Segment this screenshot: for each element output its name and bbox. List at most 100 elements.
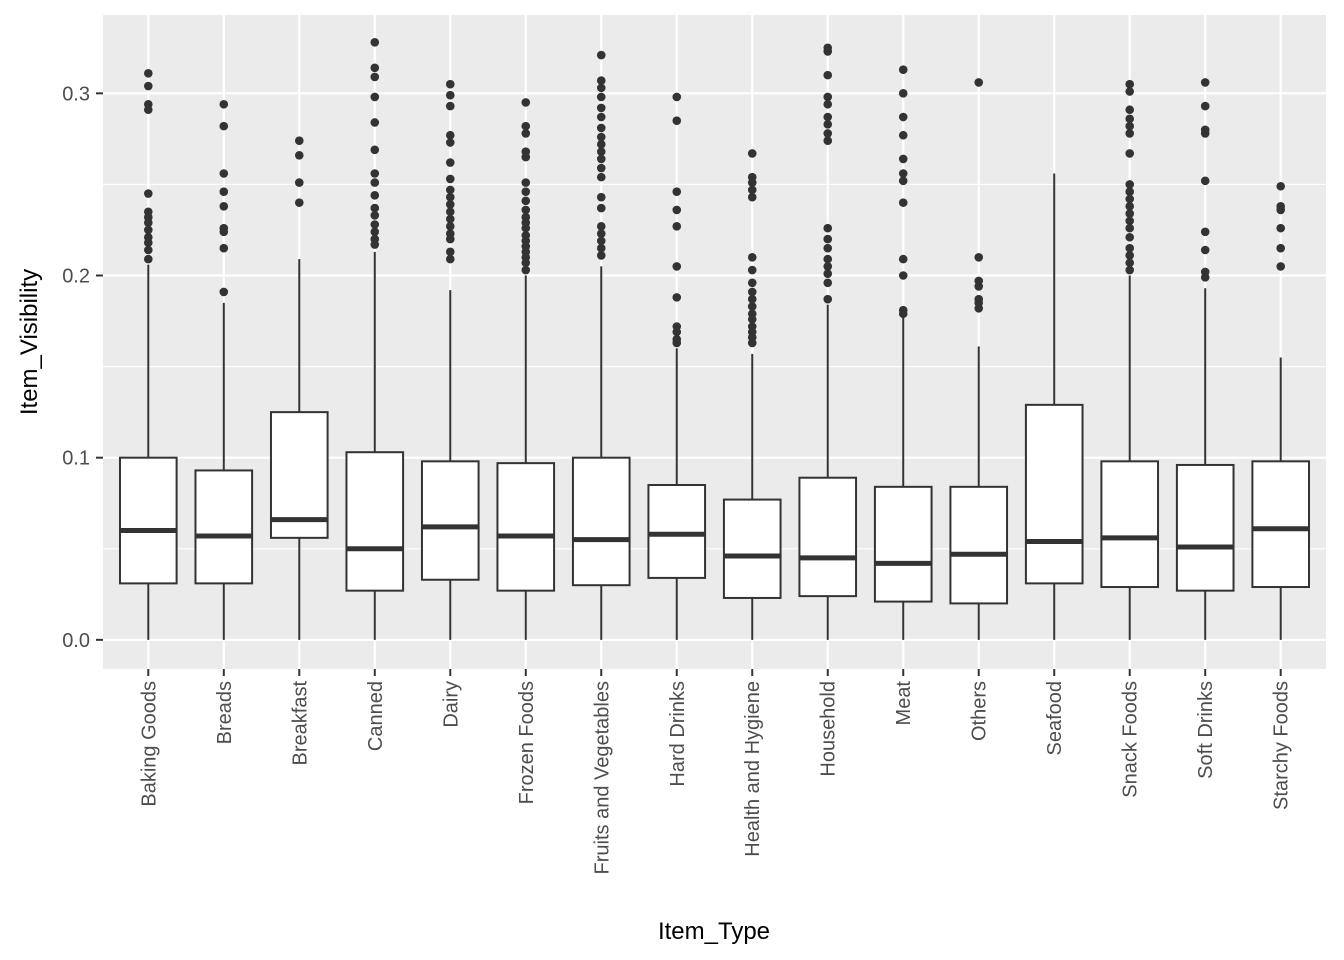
outlier-point	[1200, 273, 1210, 282]
outlier-point	[445, 130, 455, 140]
outlier-point	[445, 207, 455, 217]
box-group	[1251, 181, 1311, 640]
outlier-point	[898, 112, 908, 122]
outlier-point	[1125, 187, 1135, 197]
iqr-box	[949, 485, 1009, 605]
outlier-point	[370, 169, 380, 178]
outlier-point	[672, 205, 682, 215]
outlier-point	[747, 149, 757, 158]
outlier-point	[596, 50, 606, 60]
x-axis: Baking Goods Breads Breakfast Canned Dairy Fr…	[138, 669, 1293, 874]
outlier-point	[370, 92, 380, 102]
outlier-point	[445, 234, 455, 244]
outlier-point	[445, 222, 455, 231]
outlier-point	[1125, 243, 1135, 253]
outlier-point	[370, 63, 380, 73]
outlier-point	[521, 178, 531, 187]
outlier-point	[672, 262, 682, 271]
outlier-point	[1125, 209, 1135, 218]
x-tick-label: Frozen Foods	[516, 681, 538, 804]
outlier-point	[747, 287, 757, 297]
outlier-point	[370, 203, 380, 213]
outlier-point	[596, 236, 606, 246]
outlier-point	[1200, 176, 1210, 186]
outlier-point	[1125, 251, 1135, 260]
outlier-point	[672, 338, 682, 348]
outlier-point	[445, 200, 455, 209]
outlier-point	[672, 293, 682, 302]
iqr-box	[647, 484, 707, 579]
iqr-box	[1251, 460, 1311, 589]
outlier-point	[823, 234, 833, 244]
outlier-point	[898, 254, 908, 264]
outlier-point	[596, 123, 606, 133]
outlier-point	[445, 158, 455, 167]
outlier-point	[596, 163, 606, 173]
outlier-point	[672, 327, 682, 337]
outlier-point	[823, 129, 833, 138]
outlier-point	[898, 89, 908, 98]
outlier-point	[219, 169, 229, 178]
outlier-point	[143, 245, 153, 255]
outlier-point	[747, 314, 757, 324]
outlier-point	[294, 198, 304, 207]
outlier-point	[898, 309, 908, 319]
x-tick-label: Breads	[214, 681, 236, 744]
outlier-point	[747, 294, 757, 304]
outlier-point	[445, 247, 455, 257]
outlier-point	[521, 205, 531, 215]
outlier-point	[1125, 216, 1135, 226]
outlier-point	[596, 192, 606, 202]
outlier-point	[1125, 258, 1135, 268]
box-group	[798, 43, 858, 640]
outlier-point	[747, 338, 757, 348]
outlier-point	[898, 271, 908, 280]
outlier-point	[596, 251, 606, 260]
outlier-point	[596, 140, 606, 149]
outlier-point	[143, 254, 153, 264]
box-group	[345, 38, 405, 640]
x-tick-label: Meat	[893, 681, 915, 726]
iqr-box	[571, 456, 631, 587]
iqr-box	[1175, 463, 1235, 592]
outlier-point	[596, 132, 606, 142]
box-group	[873, 65, 933, 640]
outlier-point	[445, 214, 455, 224]
outlier-point	[823, 112, 833, 122]
outlier-point	[1200, 245, 1210, 255]
outlier-point	[143, 238, 153, 248]
outlier-point	[974, 78, 984, 87]
outlier-point	[294, 150, 304, 160]
outlier-point	[823, 136, 833, 145]
outlier-point	[445, 138, 455, 147]
box-group	[194, 99, 254, 640]
outlier-point	[898, 169, 908, 178]
outlier-point	[596, 76, 606, 85]
box-group	[269, 136, 329, 640]
iqr-box	[118, 456, 178, 585]
boxes-layer	[118, 38, 1311, 640]
outlier-point	[1125, 149, 1135, 158]
outlier-point	[823, 278, 833, 288]
outlier-point	[1125, 223, 1135, 233]
iqr-box	[496, 462, 556, 592]
box-group	[949, 78, 1009, 640]
outlier-point	[370, 211, 380, 220]
outlier-point	[747, 265, 757, 275]
outlier-point	[1200, 129, 1210, 138]
outlier-point	[370, 38, 380, 47]
x-tick-label: Starchy Foods	[1271, 681, 1293, 810]
box-group	[571, 50, 631, 640]
outlier-point	[521, 196, 531, 206]
outlier-point	[823, 223, 833, 233]
outlier-point	[596, 243, 606, 253]
outlier-point	[219, 187, 229, 197]
iqr-box	[194, 469, 254, 585]
outlier-point	[596, 222, 606, 231]
box-group	[1024, 173, 1084, 640]
outlier-point	[1125, 194, 1135, 204]
outlier-point	[219, 227, 229, 237]
outlier-point	[143, 105, 153, 115]
outlier-point	[974, 303, 984, 313]
outlier-point	[672, 222, 682, 231]
